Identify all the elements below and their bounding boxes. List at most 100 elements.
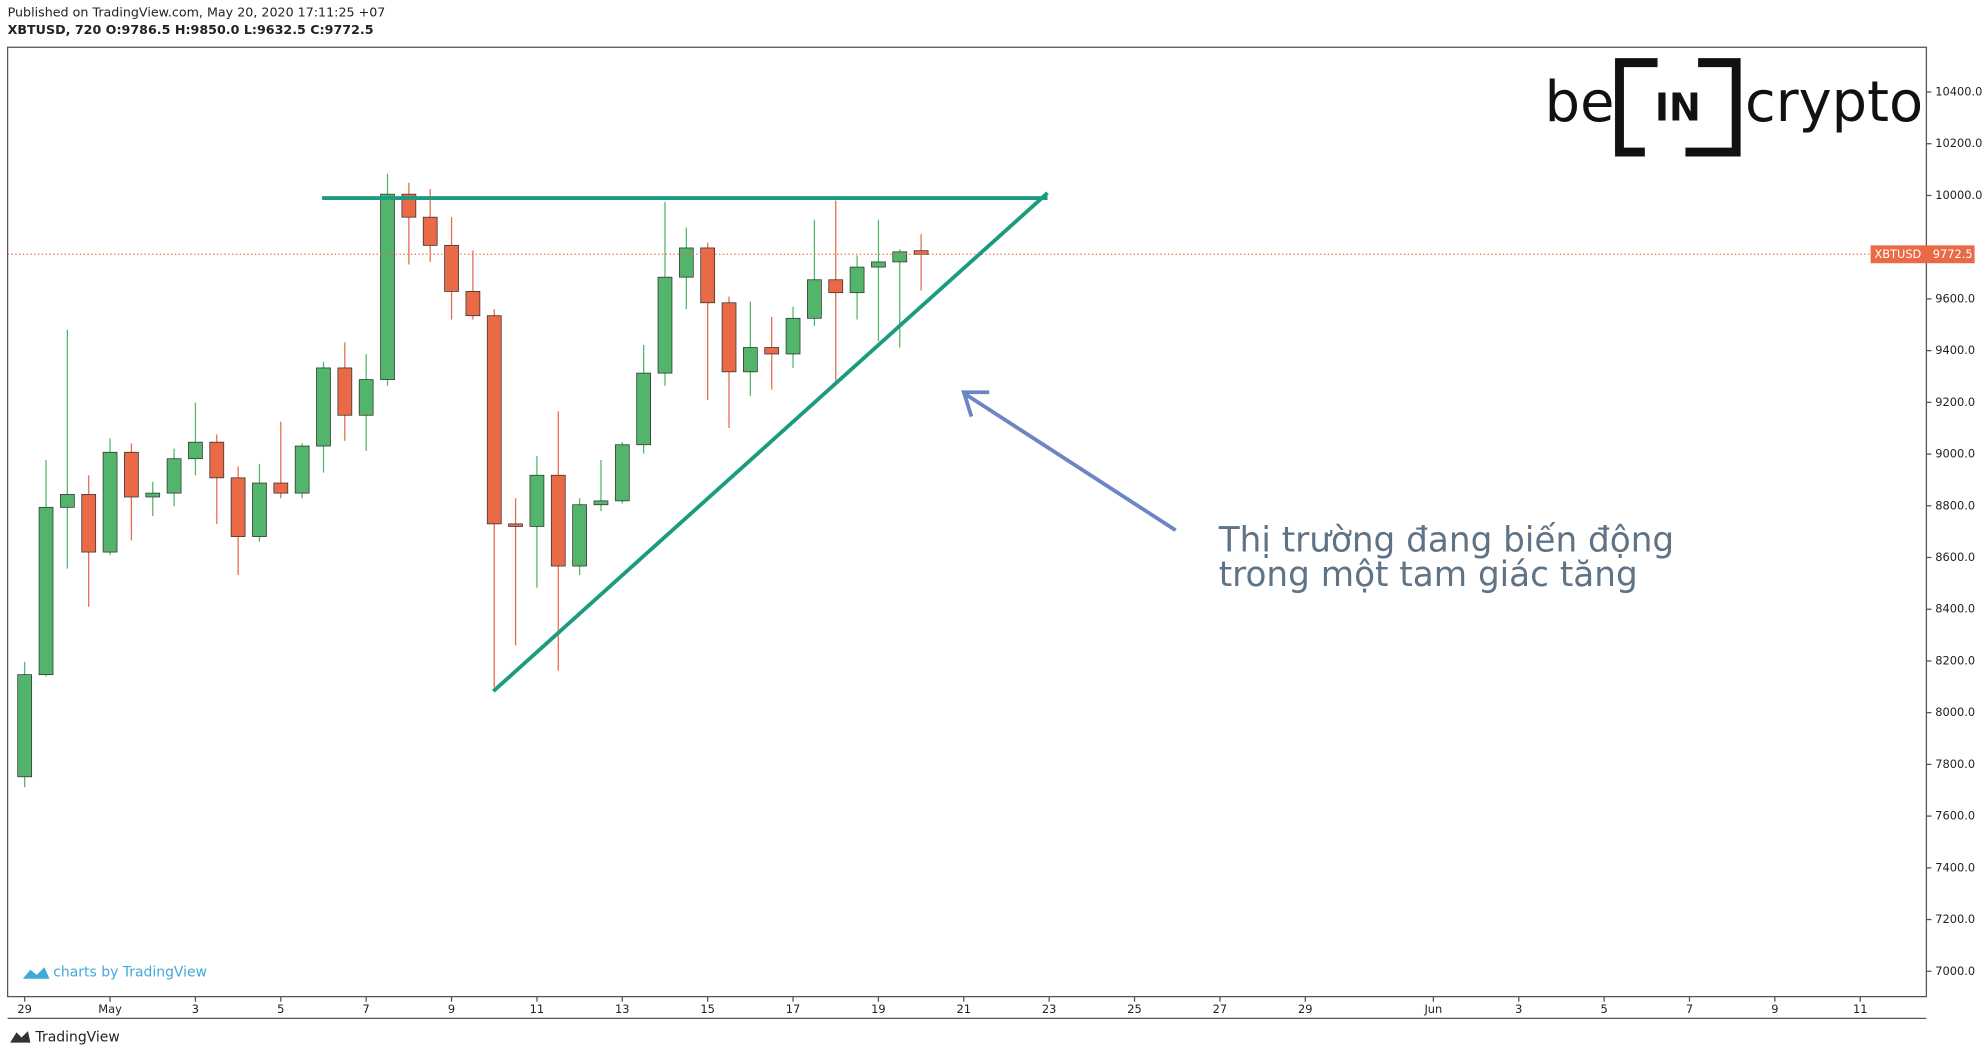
x-tick-label: 29: [17, 1002, 32, 1016]
y-tick-label: 9000.0: [1935, 447, 1975, 461]
y-tick-label: 9600.0: [1935, 291, 1975, 305]
candle-body: [60, 494, 75, 508]
y-tick-label: 8400.0: [1935, 602, 1975, 616]
candle-body: [572, 504, 587, 567]
x-tick-label: 11: [1853, 1002, 1868, 1016]
published-line: Published on TradingView.com, May 20, 20…: [8, 4, 386, 19]
y-tick-label: 9200.0: [1935, 395, 1975, 409]
last-price-tag: [1870, 245, 1975, 264]
candle-body: [337, 367, 353, 416]
candle-body: [614, 444, 630, 502]
support-line: [492, 191, 1049, 693]
candle-body: [849, 266, 865, 294]
candle-body: [828, 279, 844, 294]
candle-body: [81, 494, 97, 553]
x-tick-label: 3: [192, 1002, 199, 1016]
candle-body: [743, 347, 758, 373]
y-tick-label: 7600.0: [1935, 809, 1975, 823]
x-tick-label: 23: [1042, 1002, 1057, 1016]
candle-body: [102, 451, 118, 553]
candle-body: [444, 244, 459, 292]
x-tick-label: 7: [1686, 1002, 1693, 1016]
candle-body: [465, 291, 481, 317]
candle-body: [593, 500, 609, 506]
candle-body: [316, 367, 331, 447]
y-tick-label: 8800.0: [1935, 498, 1975, 512]
candle-body: [721, 302, 737, 373]
last-price-value: 9772.5: [1933, 247, 1973, 261]
y-tick-label: 8600.0: [1935, 550, 1975, 564]
candle-body: [529, 474, 545, 527]
arrow-shaft: [965, 393, 1177, 532]
y-tick-label: 8200.0: [1935, 653, 1975, 667]
y-tick-label: 7200.0: [1935, 912, 1975, 926]
candle-body: [358, 379, 374, 416]
annotation: Thị trường đang biến động: [1218, 520, 1674, 560]
candle-body: [294, 445, 310, 494]
candle-body: [678, 247, 694, 278]
y-tick-label: 8000.0: [1935, 705, 1975, 719]
last-price-name: XBTUSD: [1874, 247, 1921, 261]
x-tick-label: 17: [786, 1002, 801, 1016]
watermark[interactable]: charts by TradingView: [53, 964, 207, 980]
y-tick-label: 9400.0: [1935, 343, 1975, 357]
x-tick-label: 25: [1127, 1002, 1142, 1016]
candle-body: [422, 216, 438, 246]
x-tick-label: 21: [957, 1002, 972, 1016]
footer-brand[interactable]: TradingView: [35, 1029, 120, 1045]
x-tick-label: 9: [448, 1002, 455, 1016]
y-tick-label: 10400.0: [1935, 84, 1982, 98]
candle-body: [380, 193, 395, 380]
y-tick-label: 7800.0: [1935, 757, 1975, 771]
x-tick-label: 29: [1298, 1002, 1313, 1016]
candle-body: [508, 523, 523, 527]
candle-body: [38, 506, 54, 676]
candle-body: [657, 276, 673, 374]
y-tick-label: 10000.0: [1935, 188, 1982, 202]
logo-bracket: [1615, 58, 1741, 157]
x-tick-label: 11: [530, 1002, 545, 1016]
candle-body: [871, 261, 886, 268]
x-tick-label: Jun: [1423, 1002, 1442, 1016]
y-tick-label: 7000.0: [1935, 964, 1975, 978]
x-tick-label: 5: [277, 1002, 284, 1016]
arrow-head: [961, 390, 990, 418]
candle-body: [188, 441, 203, 460]
annotation: trong một tam giác tăng: [1219, 555, 1638, 595]
candle-body: [17, 674, 33, 778]
candle-body: [892, 251, 908, 263]
x-tick-label: 7: [363, 1002, 370, 1016]
x-tick-label: 15: [700, 1002, 715, 1016]
candle-body: [807, 279, 822, 319]
candle-body: [486, 315, 502, 525]
x-tick-label: 19: [871, 1002, 886, 1016]
x-tick-label: 3: [1515, 1002, 1522, 1016]
y-tick-label: 10200.0: [1935, 136, 1982, 150]
candle-body: [145, 492, 161, 498]
x-tick-label: 27: [1213, 1002, 1228, 1016]
x-tick-label: 13: [615, 1002, 630, 1016]
candle-body: [550, 474, 566, 567]
y-tick-label: 7400.0: [1935, 860, 1975, 874]
x-tick-label: May: [98, 1002, 122, 1016]
candle-body: [636, 372, 652, 446]
candle-body: [252, 482, 267, 537]
logo-text: IN: [1655, 86, 1701, 130]
plot-frame: [6, 46, 1928, 998]
x-tick-label: 9: [1771, 1002, 1778, 1016]
candle-body: [209, 441, 225, 479]
candle-body: [785, 317, 801, 355]
x-tick-label: 5: [1600, 1002, 1607, 1016]
candle-body: [700, 247, 716, 304]
footer-icon: [10, 1031, 31, 1043]
logo-text: crypto: [1745, 70, 1923, 135]
candle-body: [166, 458, 182, 494]
candle-body: [273, 482, 289, 494]
symbol-line: XBTUSD, 720 O:9786.5 H:9850.0 L:9632.5 C…: [8, 22, 374, 37]
candle-body: [764, 347, 780, 355]
candle-body: [124, 451, 139, 498]
logo-text: be: [1545, 70, 1615, 135]
candle-body: [230, 477, 246, 537]
